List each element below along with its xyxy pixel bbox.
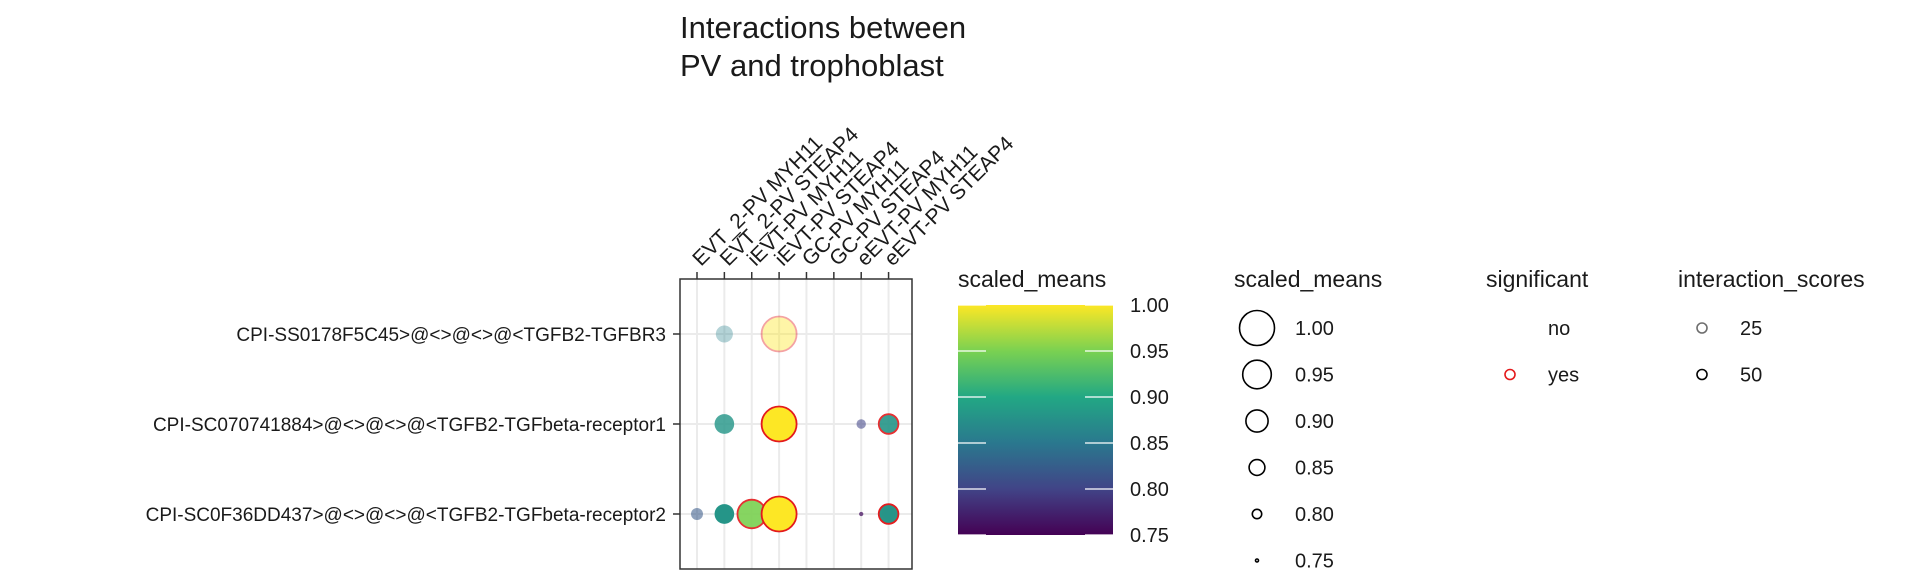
color-legend: scaled_means 1.00 0.95 0.90 0.85 0.80 0.75 bbox=[958, 266, 1169, 547]
chart-title-line-2: PV and trophoblast bbox=[680, 48, 944, 83]
size-legend: scaled_means 1.00 0.95 0.90 0.85 0.80 0.75 bbox=[1234, 266, 1382, 573]
significant-legend-key bbox=[1504, 368, 1516, 381]
size-legend-key bbox=[1238, 309, 1276, 347]
size-legend-key bbox=[1248, 458, 1266, 477]
interaction-scores-legend-key bbox=[1696, 368, 1708, 381]
size-legend-label: 0.85 bbox=[1295, 458, 1334, 480]
color-bar bbox=[958, 305, 1113, 535]
interaction-scores-legend-label: 50 bbox=[1740, 365, 1762, 387]
data-point bbox=[856, 419, 866, 429]
size-legend-label: 0.95 bbox=[1295, 365, 1334, 387]
data-point bbox=[691, 508, 703, 520]
size-legend-key bbox=[1251, 508, 1263, 520]
interaction-scores-legend-key bbox=[1696, 322, 1708, 334]
size-legend-key bbox=[1245, 409, 1269, 433]
data-point bbox=[760, 405, 798, 443]
significant-legend-title: significant bbox=[1486, 266, 1589, 292]
interaction-scores-legend-title: interaction_scores bbox=[1678, 266, 1865, 292]
color-bar-label: 0.75 bbox=[1130, 525, 1169, 547]
data-point bbox=[859, 511, 864, 517]
size-legend-title: scaled_means bbox=[1234, 266, 1382, 292]
color-bar-label: 0.95 bbox=[1130, 341, 1169, 363]
data-point bbox=[714, 504, 735, 524]
data-point bbox=[760, 315, 798, 353]
y-tick-label: CPI-SC070741884>@<>@<>@<TGFB2-TGFbeta-re… bbox=[153, 415, 666, 436]
data-points bbox=[691, 315, 900, 533]
size-legend-label: 1.00 bbox=[1295, 318, 1334, 340]
color-bar-label: 0.80 bbox=[1130, 479, 1169, 501]
size-legend-label: 0.80 bbox=[1295, 504, 1334, 526]
color-bar-label: 1.00 bbox=[1130, 295, 1169, 317]
interaction-scores-legend-label: 25 bbox=[1740, 318, 1762, 340]
y-axis-labels: CPI-SS0178F5C45>@<>@<>@<TGFB2-TGFBR3 CPI-… bbox=[146, 325, 680, 526]
interaction-scores-legend: interaction_scores 25 50 bbox=[1678, 266, 1865, 387]
y-tick-label: CPI-SS0178F5C45>@<>@<>@<TGFB2-TGFBR3 bbox=[236, 325, 666, 346]
data-point bbox=[877, 503, 900, 525]
color-bar-label: 0.90 bbox=[1130, 387, 1169, 409]
color-legend-title: scaled_means bbox=[958, 266, 1106, 292]
size-legend-label: 0.75 bbox=[1295, 551, 1334, 573]
data-point bbox=[760, 495, 798, 533]
data-point bbox=[714, 414, 735, 434]
chart-title-line-1: Interactions between bbox=[680, 10, 966, 45]
y-tick-label: CPI-SC0F36DD437>@<>@<>@<TGFB2-TGFbeta-re… bbox=[146, 505, 666, 526]
color-bar-label: 0.85 bbox=[1130, 433, 1169, 455]
significant-legend: significant no yes bbox=[1486, 266, 1589, 387]
significant-legend-label: yes bbox=[1548, 365, 1579, 387]
significant-legend-key bbox=[1504, 322, 1516, 334]
data-point bbox=[715, 325, 733, 343]
data-point bbox=[877, 413, 900, 435]
size-legend-key bbox=[1254, 558, 1260, 563]
size-legend-key bbox=[1241, 359, 1273, 390]
significant-legend-label: no bbox=[1548, 318, 1570, 340]
size-legend-label: 0.90 bbox=[1295, 411, 1334, 433]
